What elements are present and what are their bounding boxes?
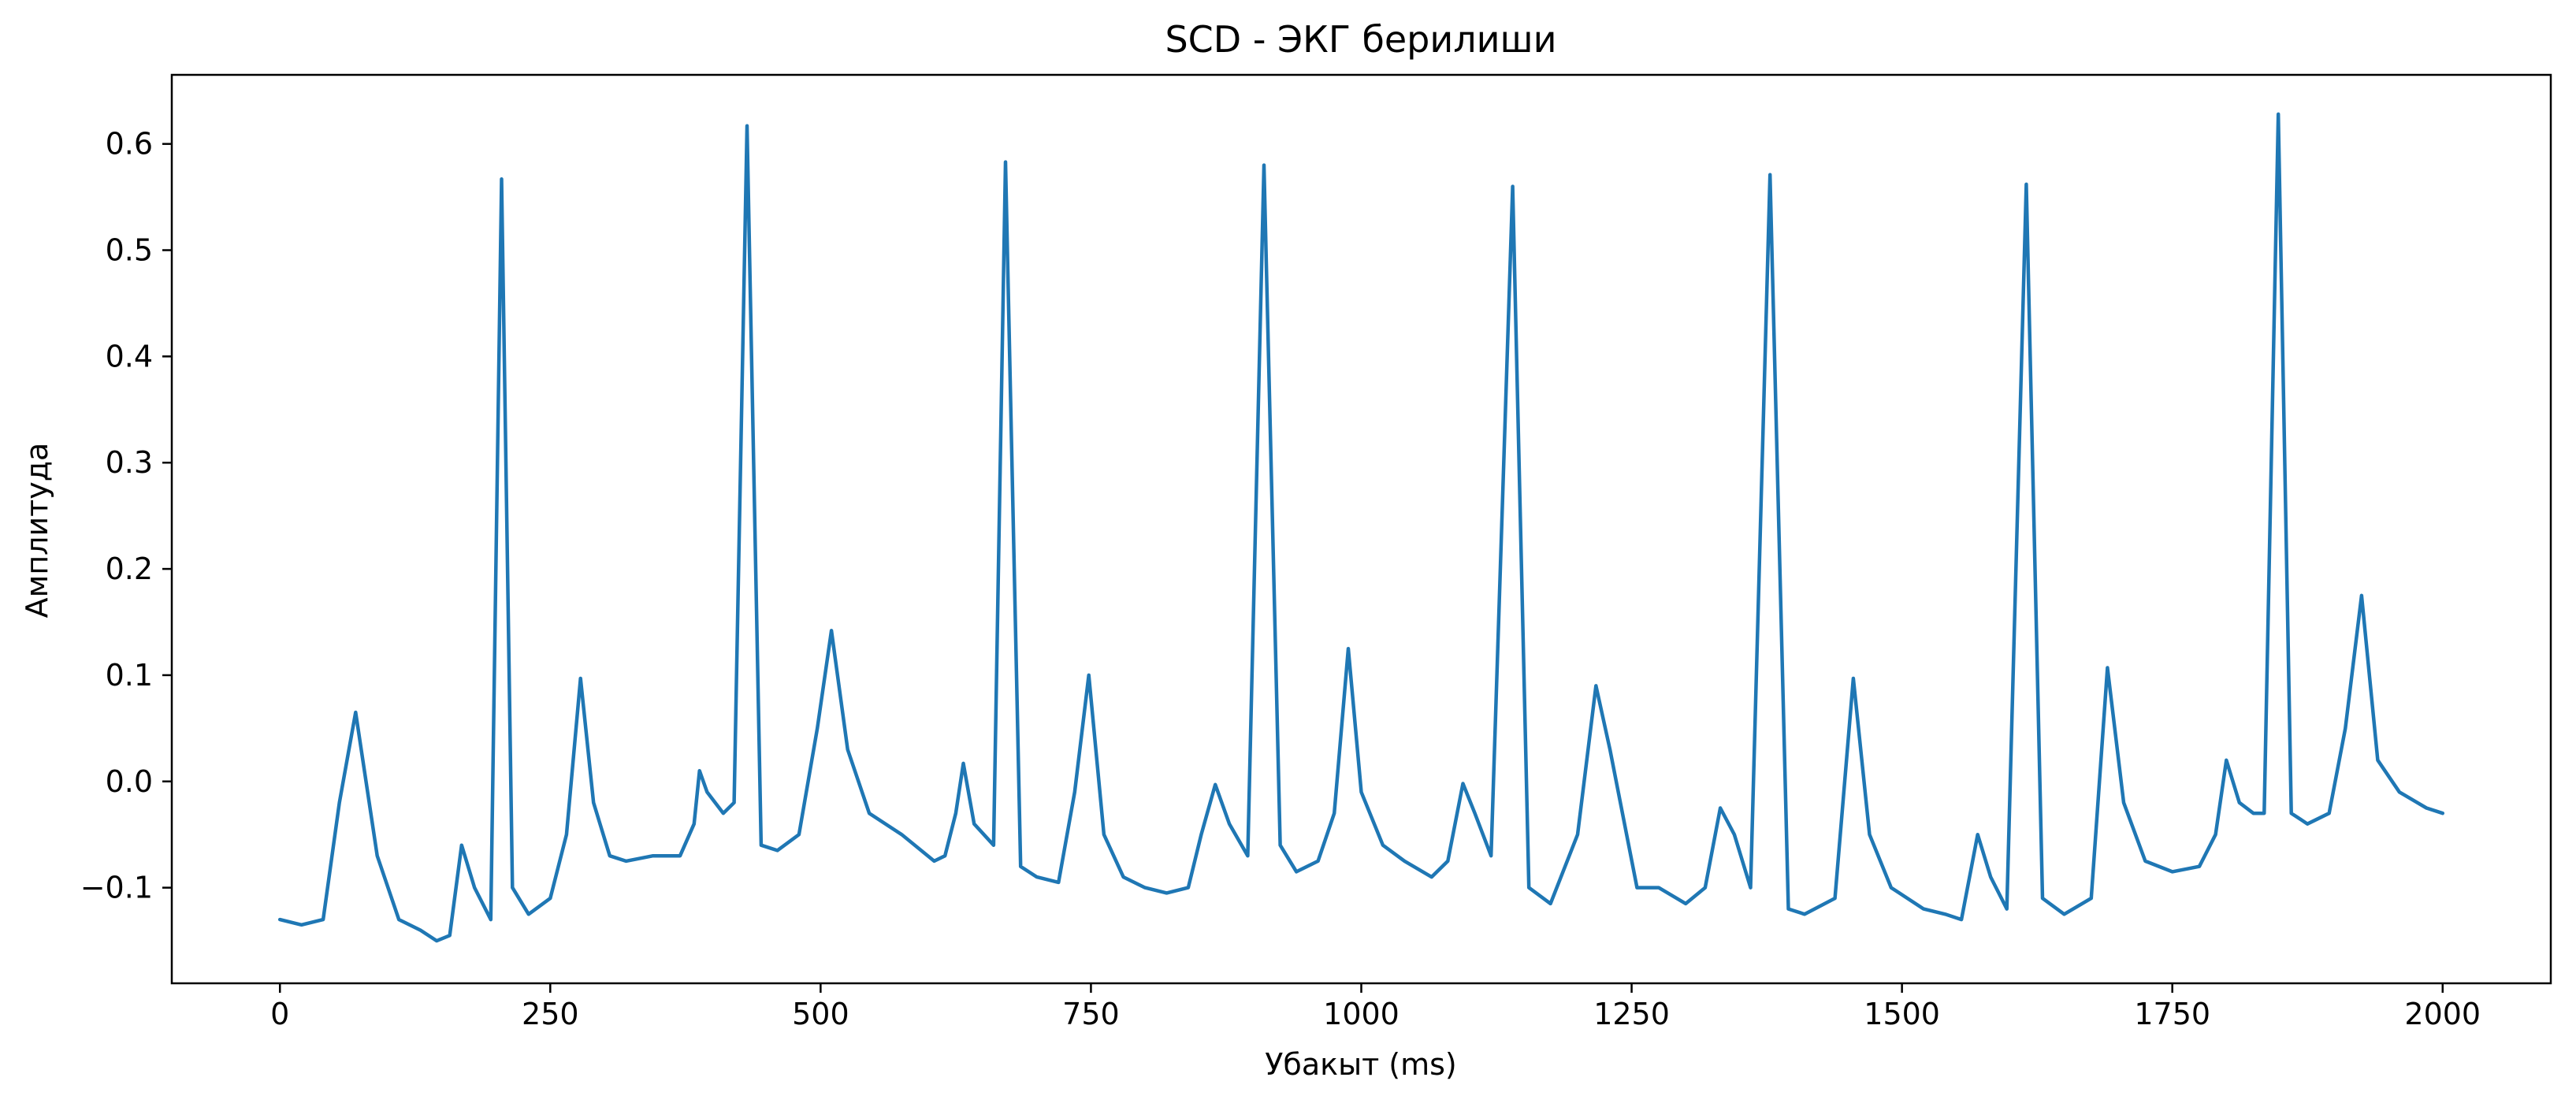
x-tick-label: 1750 [2134, 997, 2210, 1031]
y-tick-label: 0.5 [106, 233, 153, 268]
x-tick-label: 500 [792, 997, 849, 1031]
y-tick-label: 0.4 [106, 339, 153, 373]
x-tick-label: 1000 [1323, 997, 1400, 1031]
y-tick-label: 0.3 [106, 445, 153, 480]
x-tick-label: 750 [1062, 997, 1120, 1031]
y-tick-label: 0.6 [106, 127, 153, 162]
x-tick-label: 1250 [1593, 997, 1670, 1031]
y-axis-label: Амплитуда [20, 443, 54, 619]
y-tick-label: 0.2 [106, 552, 153, 586]
chart-title: SCD - ЭКГ берилиши [1165, 18, 1556, 61]
y-tick-label: 0.0 [106, 764, 153, 799]
axes: 0 250 500 750 1000 1250 1500 1750 2000 −0.1 0.0 0.1… [80, 73, 2552, 1031]
y-tick-label: 0.1 [106, 658, 153, 693]
y-tick-label: −0.1 [80, 871, 153, 905]
x-tick-label: 250 [522, 997, 579, 1031]
x-tick-label: 0 [270, 997, 289, 1031]
x-tick-label: 1500 [1864, 997, 1940, 1031]
x-tick-label: 2000 [2404, 997, 2481, 1031]
x-axis-label: Убакыт (ms) [1265, 1047, 1457, 1082]
ecg-series-line [277, 112, 2445, 943]
plot-area [277, 112, 2445, 943]
